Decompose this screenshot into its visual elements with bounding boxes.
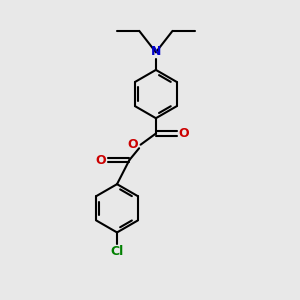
Text: O: O [179,127,190,140]
Text: O: O [95,154,106,166]
Text: O: O [128,138,138,151]
Text: N: N [151,45,161,58]
Text: Cl: Cl [110,245,124,258]
